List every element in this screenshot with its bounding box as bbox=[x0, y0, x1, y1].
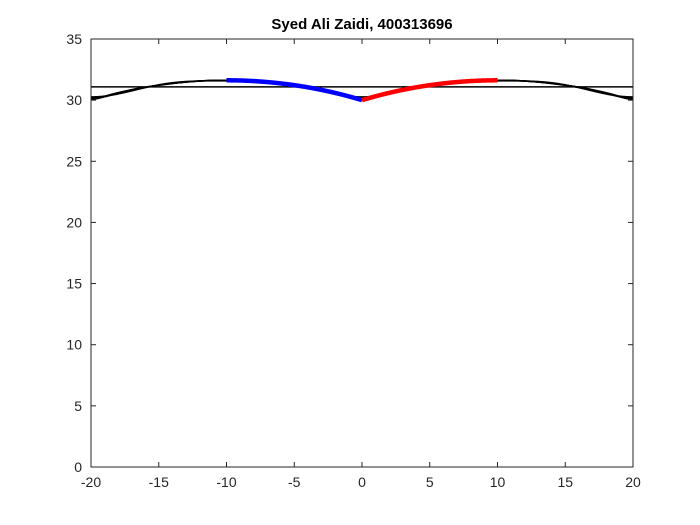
y-tick-label: 25 bbox=[66, 153, 82, 169]
x-tick-label: 10 bbox=[490, 474, 506, 490]
x-tick-label: -15 bbox=[149, 474, 169, 490]
y-tick-label: 15 bbox=[66, 276, 82, 292]
series-layer bbox=[91, 78, 633, 103]
x-tick-label: -20 bbox=[81, 474, 101, 490]
x-tick-label: 5 bbox=[426, 474, 434, 490]
exact-right-arc bbox=[361, 78, 498, 103]
x-tick-label: 0 bbox=[358, 474, 366, 490]
y-tick-label: 5 bbox=[74, 398, 82, 414]
ticks-layer: -20 -15 -10 -5 0 5 10 15 20 0 5 10 15 20 25 30 35 bbox=[66, 31, 641, 490]
y-tick-label: 0 bbox=[74, 459, 82, 475]
y-tick-label: 35 bbox=[66, 31, 82, 47]
x-tick-label: -5 bbox=[288, 474, 301, 490]
x-tick-label: 20 bbox=[625, 474, 641, 490]
exact-left-arc bbox=[226, 78, 363, 103]
x-tick-label: 15 bbox=[557, 474, 573, 490]
chart-title: Syed Ali Zaidi, 400313696 bbox=[271, 16, 452, 33]
y-tick-label: 30 bbox=[66, 92, 82, 108]
y-tick-label: 20 bbox=[66, 214, 82, 230]
x-tick-label: -10 bbox=[216, 474, 236, 490]
y-tick-label: 10 bbox=[66, 337, 82, 353]
